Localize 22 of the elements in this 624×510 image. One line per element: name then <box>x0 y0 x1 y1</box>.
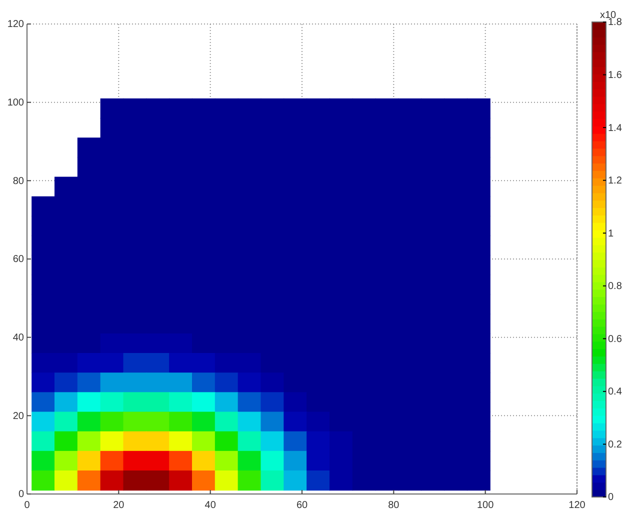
y-tick-label: 40 <box>12 332 24 344</box>
color-bar-label: 0.4 <box>608 386 622 398</box>
color-bar-label: 1.2 <box>608 176 622 187</box>
color-bar-label: 1.6 <box>608 70 622 81</box>
x-tick-label: 60 <box>296 500 308 510</box>
y-tick-label: 60 <box>12 254 24 266</box>
color-bar-label: 1.8 <box>608 17 622 28</box>
color-bar-label: 0.2 <box>608 439 622 450</box>
y-tick-label: 100 <box>7 98 24 109</box>
color-bar-label: 0.6 <box>608 334 622 345</box>
x-tick-label: 20 <box>113 500 125 510</box>
y-tick-label: 120 <box>7 19 24 30</box>
x-tick-label: 120 <box>568 500 586 510</box>
y-tick-label: 80 <box>12 176 24 187</box>
color-bar-label: 1 <box>608 228 614 240</box>
x-tick-label: 80 <box>388 500 400 510</box>
x-tick-label: 40 <box>204 500 216 510</box>
x-tick-label: 100 <box>476 500 494 510</box>
y-tick-label: 20 <box>12 410 24 422</box>
y-tick-label: 0 <box>18 489 24 500</box>
color-bar-label: 0.8 <box>608 281 622 292</box>
color-bar-label: 1.4 <box>608 122 622 134</box>
